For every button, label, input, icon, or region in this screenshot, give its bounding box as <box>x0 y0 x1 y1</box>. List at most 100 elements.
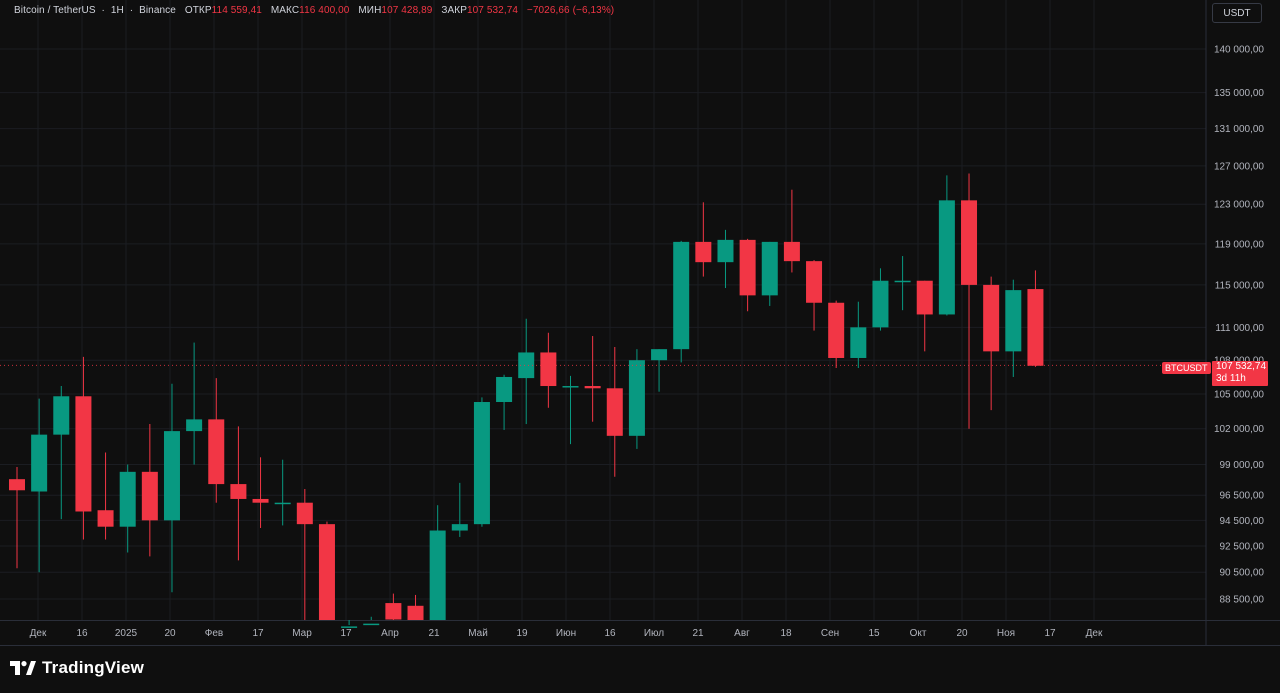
y-axis-tick-label: 119 000,00 <box>1215 239 1265 250</box>
candle-body <box>983 284 1000 352</box>
candle-body <box>75 396 92 512</box>
y-axis-tick-label: 140 000,00 <box>1214 45 1264 56</box>
candle-body <box>385 603 402 620</box>
y-axis-tick-label: 99 000,00 <box>1220 460 1265 471</box>
high-label: МАКС <box>270 5 300 16</box>
open-value: 114 559,41 <box>211 5 262 16</box>
last-price-value: 107 532,74 <box>1216 361 1267 372</box>
x-axis-tick-label: 16 <box>76 628 88 639</box>
x-axis-tick-label: Ноя <box>997 628 1015 639</box>
y-axis-tick-label: 92 500,00 <box>1220 541 1265 552</box>
x-axis-tick-label: Май <box>468 628 488 639</box>
y-axis-tick-label: 111 000,00 <box>1215 323 1264 334</box>
candle-body <box>252 498 269 503</box>
candle-body <box>717 239 734 263</box>
candle-body <box>31 434 48 492</box>
candle-body <box>540 352 557 387</box>
bar-countdown: 3d 11h <box>1216 373 1246 384</box>
candle-body <box>1005 290 1022 352</box>
y-axis-tick-label: 88 500,00 <box>1220 595 1265 606</box>
x-axis-tick-label: Апр <box>381 628 399 639</box>
candle-body <box>961 200 978 285</box>
tradingview-icon <box>10 661 36 675</box>
candle-body <box>274 502 291 505</box>
x-axis-tick-label: Июл <box>644 628 664 639</box>
candle-body <box>894 280 911 283</box>
candle-body <box>363 623 380 626</box>
x-axis-tick-label: Фев <box>205 628 223 639</box>
x-axis-tick-label: Сен <box>821 628 839 639</box>
x-axis-tick-label: 21 <box>692 628 704 639</box>
candle-body <box>673 241 690 350</box>
symbol-name[interactable]: Bitcoin / TetherUS <box>14 5 96 16</box>
candle-body <box>916 280 933 315</box>
x-axis-tick-label: 21 <box>428 628 440 639</box>
candlestick-chart[interactable]: Дек 16 2025 20 Фев 17 Мар 17 Апр 21 Май 19 Июн 16 Июл 2… <box>0 0 1280 645</box>
candle-body <box>119 471 136 527</box>
y-axis-tick-label: 123 000,00 <box>1214 200 1264 211</box>
change-value: −7026,66 (−6,13%) <box>526 5 615 16</box>
x-axis-tick-label: 16 <box>604 628 616 639</box>
candle-body <box>230 484 247 499</box>
candle-body <box>496 376 513 403</box>
candle-body <box>584 386 601 389</box>
x-axis-tick-label: 2025 <box>115 628 138 639</box>
x-axis-tick-label: 18 <box>780 628 792 639</box>
footer: TradingView <box>0 646 1280 693</box>
candle-body <box>341 626 358 628</box>
candle-body <box>9 479 25 491</box>
candle-body <box>1027 289 1044 366</box>
x-axis-tick-label: 20 <box>164 628 176 639</box>
chart-area[interactable]: Дек 16 2025 20 Фев 17 Мар 17 Апр 21 Май 19 Июн 16 Июл 2… <box>0 0 1280 646</box>
exchange: Binance <box>139 5 176 16</box>
interval[interactable]: 1H <box>110 5 124 16</box>
candle-body <box>828 302 845 358</box>
brand-name: TradingView <box>42 658 145 677</box>
y-axis-tick-label: 102 000,00 <box>1214 424 1264 435</box>
x-axis-tick-label: 17 <box>340 628 352 639</box>
candle-body <box>473 402 490 525</box>
candle-body <box>761 241 778 296</box>
candle-body <box>141 471 158 521</box>
candle-body <box>651 349 668 361</box>
candle-body <box>318 524 335 620</box>
candle-body <box>97 510 114 527</box>
close-value: 107 532,74 <box>466 5 519 16</box>
candle-body <box>806 261 823 303</box>
x-axis-tick-label: 17 <box>1044 628 1056 639</box>
y-axis-tick-label: 96 500,00 <box>1220 491 1265 502</box>
y-axis-tick-label: 94 500,00 <box>1220 516 1265 527</box>
candle-body <box>938 200 955 315</box>
x-axis-tick-label: Дек <box>30 628 47 639</box>
x-axis-tick-label: Июн <box>556 628 576 639</box>
x-axis-tick-label: 17 <box>252 628 264 639</box>
candle-body <box>518 352 535 379</box>
x-axis-tick-label: 20 <box>956 628 968 639</box>
x-axis-tick-label: 19 <box>516 628 528 639</box>
candle-body <box>208 419 225 485</box>
y-axis-tick-label: 115 000,00 <box>1215 280 1265 291</box>
x-axis-tick-label: Дек <box>1086 628 1103 639</box>
close-label: ЗАКР <box>441 5 467 16</box>
candle-body <box>186 419 203 432</box>
low-value: 107 428,89 <box>381 5 433 16</box>
y-axis-tick-label: 90 500,00 <box>1220 568 1265 579</box>
x-axis-tick-label: Авг <box>734 628 750 639</box>
symbol-price-tag: BTCUSDT <box>1162 362 1211 374</box>
y-axis-tick-label: 135 000,00 <box>1214 88 1264 99</box>
y-axis-tick-label: 127 000,00 <box>1214 161 1264 172</box>
x-axis-tick-label: Окт <box>910 628 927 639</box>
tradingview-logo[interactable]: TradingView <box>10 658 144 678</box>
candle-body <box>451 524 468 531</box>
candle-body <box>695 241 712 263</box>
x-axis-tick-label: Мар <box>292 628 312 639</box>
x-axis-tick-label: 15 <box>868 628 880 639</box>
candle-body <box>606 388 623 436</box>
candle-body <box>296 502 313 525</box>
candle-body <box>562 386 579 388</box>
last-price-tag: 107 532,74 3d 11h <box>1212 361 1268 386</box>
symbol-header: Bitcoin / TetherUS · 1H · Binance ОТКР11… <box>14 5 615 16</box>
candle-body <box>739 239 756 296</box>
candle-body <box>407 605 424 620</box>
currency-button[interactable]: USDT <box>1212 3 1262 23</box>
